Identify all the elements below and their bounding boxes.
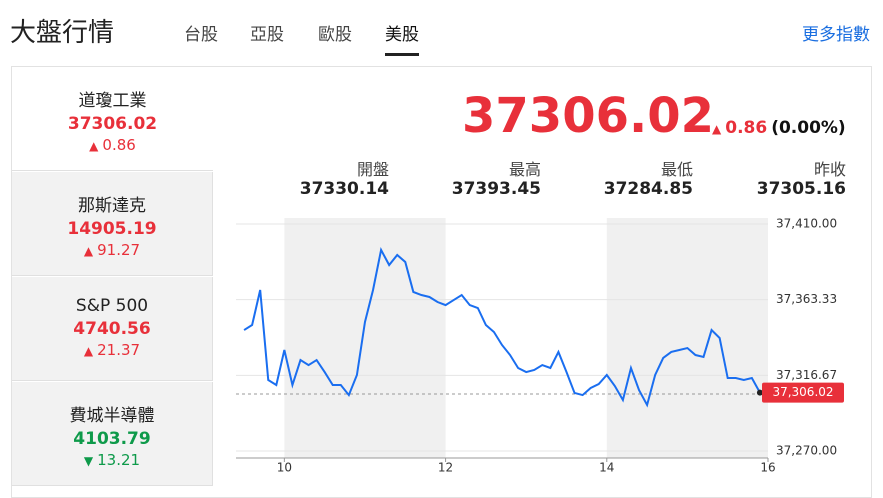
price-line	[243, 247, 761, 408]
session-band	[606, 218, 768, 458]
index-item[interactable]: 那斯達克 14905.19 91.27	[12, 172, 213, 276]
stat-value: 37330.14	[299, 179, 389, 199]
arrow	[84, 241, 97, 259]
index-change-row: 91.27	[12, 241, 212, 259]
index-change: 0.86	[102, 136, 136, 154]
y-tick-label: 37,363.33	[776, 292, 837, 306]
page: 大盤行情 台股 亞股 歐股 美股 更多指數 道瓊工業 37306.02 0.86 那斯達克 1…	[10, 18, 872, 498]
page-title: 大盤行情	[10, 18, 115, 48]
index-name: 那斯達克	[78, 196, 146, 216]
index-name: 費城半導體	[69, 406, 155, 426]
quote-change: 0.86(0.00%)	[712, 118, 846, 138]
y-tick-label: 37,270.00	[776, 444, 837, 458]
index-price: 4103.79	[73, 429, 151, 449]
index-item[interactable]: S&P 500 4740.56 21.37	[12, 277, 213, 381]
session-band	[284, 218, 446, 458]
arrow	[89, 136, 102, 154]
index-change: 21.37	[97, 341, 141, 359]
stat-value: 37284.85	[603, 179, 693, 199]
index-name: S&P 500	[75, 296, 149, 316]
tab[interactable]: 台股	[184, 25, 218, 45]
tab[interactable]: 歐股	[318, 25, 352, 45]
y-tick-label: 37,410.00	[776, 217, 837, 231]
index-price: 37306.02	[67, 114, 158, 134]
arrow	[84, 341, 97, 359]
index-change-row: 0.86	[12, 136, 213, 154]
index-change: 91.27	[97, 241, 141, 259]
index-price: 14905.19	[67, 219, 157, 239]
index-item[interactable]: 道瓊工業 37306.02 0.86	[12, 67, 213, 171]
stat-label: 開盤	[356, 160, 389, 179]
x-tick-label: 14	[599, 461, 614, 475]
index-name: 道瓊工業	[78, 91, 147, 111]
stat-label: 昨收	[813, 160, 846, 179]
arrow	[84, 451, 97, 469]
x-tick-label: 12	[438, 461, 453, 475]
x-tick-label: 10	[277, 461, 292, 475]
stat-label: 最低	[660, 160, 693, 179]
last-point	[756, 389, 763, 396]
stat-label: 最高	[508, 160, 541, 179]
y-tick-label: 37,316.67	[776, 368, 837, 382]
x-tick-label: 16	[760, 461, 775, 475]
more-link[interactable]: 更多指數	[802, 25, 870, 45]
quote-change-value: 0.86	[725, 118, 768, 138]
index-change-row: 13.21	[12, 451, 212, 469]
tab[interactable]: 亞股	[250, 25, 284, 45]
quote-price: 37306.02	[462, 88, 715, 144]
index-change-row: 21.37	[12, 341, 212, 359]
last-label: 37,306.02	[772, 385, 833, 399]
stat-value: 37393.45	[451, 179, 541, 199]
chart: 37,410.00 37,363.33 37,316.67 37,270.00 10 12…	[236, 217, 844, 475]
tab[interactable]: 美股	[385, 20, 419, 56]
index-item[interactable]: 費城半導體 4103.79 13.21	[12, 382, 213, 486]
index-change: 13.21	[97, 451, 141, 469]
index-price: 4740.56	[73, 319, 151, 339]
stat-value: 37305.16	[756, 179, 846, 199]
quote-change-pct: (0.00%)	[771, 118, 846, 138]
last-label-box	[762, 382, 844, 403]
